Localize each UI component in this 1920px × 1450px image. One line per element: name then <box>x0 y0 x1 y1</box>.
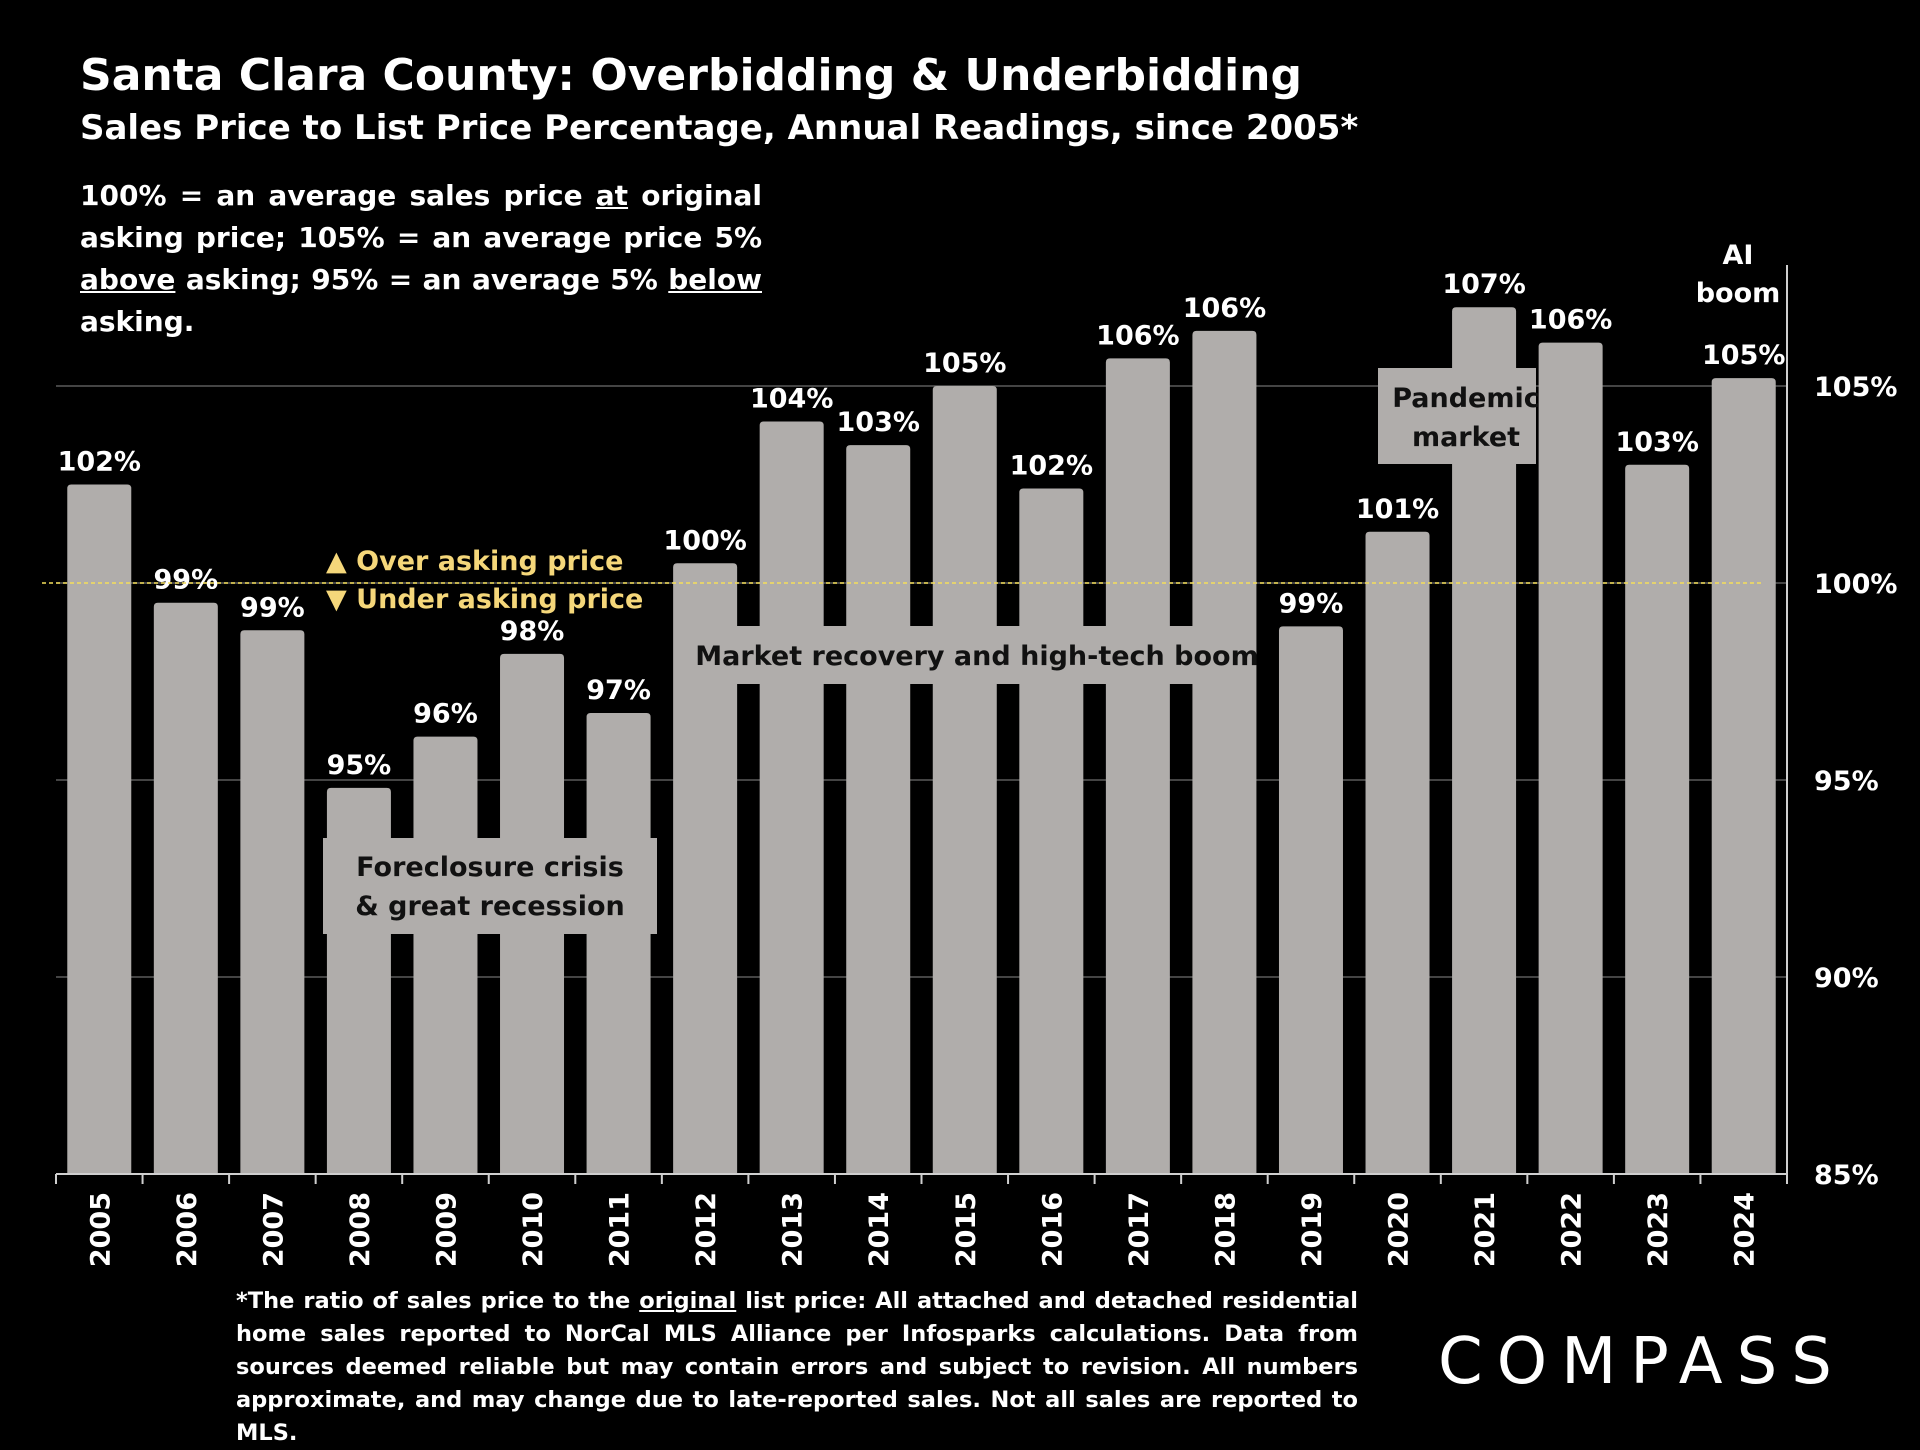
value-label-2022: 106% <box>1529 305 1612 336</box>
footnote: *The ratio of sales price to the origina… <box>236 1288 1358 1446</box>
value-label-2010: 98% <box>500 616 565 647</box>
value-label-2007: 99% <box>240 592 305 623</box>
x-tick-label-2009: 2009 <box>431 1192 462 1267</box>
bar-2012 <box>673 563 738 1174</box>
y-tick-labels: 85% 90% 95% 100% 105% <box>1814 372 1897 1191</box>
value-label-2017: 106% <box>1096 320 1179 351</box>
legend-over-asking: ▲ Over asking price <box>326 546 623 577</box>
value-label-2005: 102% <box>58 447 141 478</box>
x-tick-label-2011: 2011 <box>605 1192 636 1267</box>
annotation-ai-line1: AI <box>1723 240 1754 271</box>
value-label-2020: 101% <box>1356 494 1439 525</box>
annotation-recession-box <box>323 838 657 934</box>
bar-2023 <box>1625 464 1690 1174</box>
value-label-2016: 102% <box>1010 450 1093 481</box>
bar-2021 <box>1452 307 1517 1174</box>
x-tick-label-2019: 2019 <box>1297 1192 1328 1267</box>
value-label-2015: 105% <box>923 348 1006 379</box>
annotation-pandemic-box <box>1378 368 1536 464</box>
legend: ▲ Over asking price ▼ Under asking price <box>326 546 643 615</box>
annotation-ai-boom: AI boom <box>1696 240 1781 309</box>
annotation-pandemic-line1: Pandemic <box>1392 383 1540 414</box>
annotation-recovery-text: Market recovery and high-tech boom <box>695 641 1258 672</box>
x-tick-label-2018: 2018 <box>1210 1192 1241 1267</box>
x-tick-label-2023: 2023 <box>1643 1192 1674 1267</box>
x-tick-marks <box>55 1174 1788 1184</box>
annotation-recession: Foreclosure crisis & great recession <box>323 838 657 934</box>
x-tick-label-2008: 2008 <box>345 1192 376 1267</box>
x-tick-label-2017: 2017 <box>1124 1192 1155 1267</box>
bar-2018 <box>1192 330 1257 1175</box>
bar-2022 <box>1538 342 1603 1174</box>
annotation-recovery: Market recovery and high-tech boom <box>695 626 1259 684</box>
y-tick-label: 90% <box>1814 963 1879 994</box>
bar-2016 <box>1019 488 1084 1174</box>
bar-2005 <box>67 484 132 1174</box>
x-tick-label-2024: 2024 <box>1730 1192 1761 1267</box>
value-labels: 102%99%99%95%96%98%97%100%104%103%105%10… <box>58 269 1786 781</box>
value-label-2012: 100% <box>663 525 746 556</box>
value-label-2013: 104% <box>750 383 833 414</box>
value-label-2024: 105% <box>1702 340 1785 371</box>
value-label-2006: 99% <box>154 565 219 596</box>
annotation-recession-line1: Foreclosure crisis <box>356 852 624 883</box>
bar-2011 <box>586 713 651 1174</box>
x-tick-label-2021: 2021 <box>1470 1192 1501 1267</box>
x-tick-label-2007: 2007 <box>258 1192 289 1267</box>
value-label-2018: 106% <box>1183 293 1266 324</box>
bar-2013 <box>759 421 824 1175</box>
bar-2019 <box>1278 626 1343 1174</box>
bar-2015 <box>932 386 997 1174</box>
compass-logo: COMPASS <box>1438 1325 1846 1399</box>
x-tick-label-2015: 2015 <box>951 1192 982 1267</box>
value-label-2019: 99% <box>1279 588 1344 619</box>
x-tick-label-2005: 2005 <box>85 1192 116 1267</box>
value-label-2021: 107% <box>1442 269 1525 300</box>
bar-2020 <box>1365 531 1430 1174</box>
y-tick-label: 85% <box>1814 1160 1879 1191</box>
chart-title: Santa Clara County: Overbidding & Underb… <box>80 50 1302 101</box>
annotation-recovery-box <box>714 626 1254 684</box>
y-tick-label: 105% <box>1814 372 1897 403</box>
annotation-ai-line2: boom <box>1696 278 1781 309</box>
x-tick-label-2014: 2014 <box>864 1192 895 1267</box>
y-tick-label: 100% <box>1814 569 1897 600</box>
value-label-2014: 103% <box>837 407 920 438</box>
value-label-2023: 103% <box>1615 427 1698 458</box>
bar-2006 <box>153 602 218 1174</box>
x-tick-label-2022: 2022 <box>1557 1192 1588 1267</box>
x-tick-labels: 2005 2006 2007 2008 2009 2010 2011 2012 2013 2014… <box>85 1192 1760 1267</box>
x-tick-label-2016: 2016 <box>1037 1192 1068 1267</box>
x-tick-label-2006: 2006 <box>172 1192 203 1267</box>
x-tick-label-2020: 2020 <box>1384 1192 1415 1267</box>
annotation-recession-line2: & great recession <box>355 891 625 922</box>
value-label-2011: 97% <box>586 675 651 706</box>
bars <box>67 307 1776 1175</box>
x-tick-label-2013: 2013 <box>778 1192 809 1267</box>
y-tick-label: 95% <box>1814 766 1879 797</box>
bar-2009 <box>413 736 478 1174</box>
chart-subtitle: Sales Price to List Price Percentage, An… <box>80 108 1359 148</box>
annotation-pandemic-line2: market <box>1412 422 1520 453</box>
legend-under-asking: ▼ Under asking price <box>326 584 643 615</box>
x-tick-label-2010: 2010 <box>518 1192 549 1267</box>
bar-2024 <box>1711 378 1776 1174</box>
value-label-2008: 95% <box>327 750 392 781</box>
value-label-2009: 96% <box>413 699 478 730</box>
bar-2014 <box>846 445 911 1175</box>
bar-2017 <box>1105 358 1170 1174</box>
annotation-pandemic: Pandemic market <box>1378 368 1540 464</box>
explanatory-note: 100% = an average sales price at origina… <box>80 179 762 338</box>
bar-2007 <box>240 630 305 1174</box>
x-tick-label-2012: 2012 <box>691 1192 722 1267</box>
